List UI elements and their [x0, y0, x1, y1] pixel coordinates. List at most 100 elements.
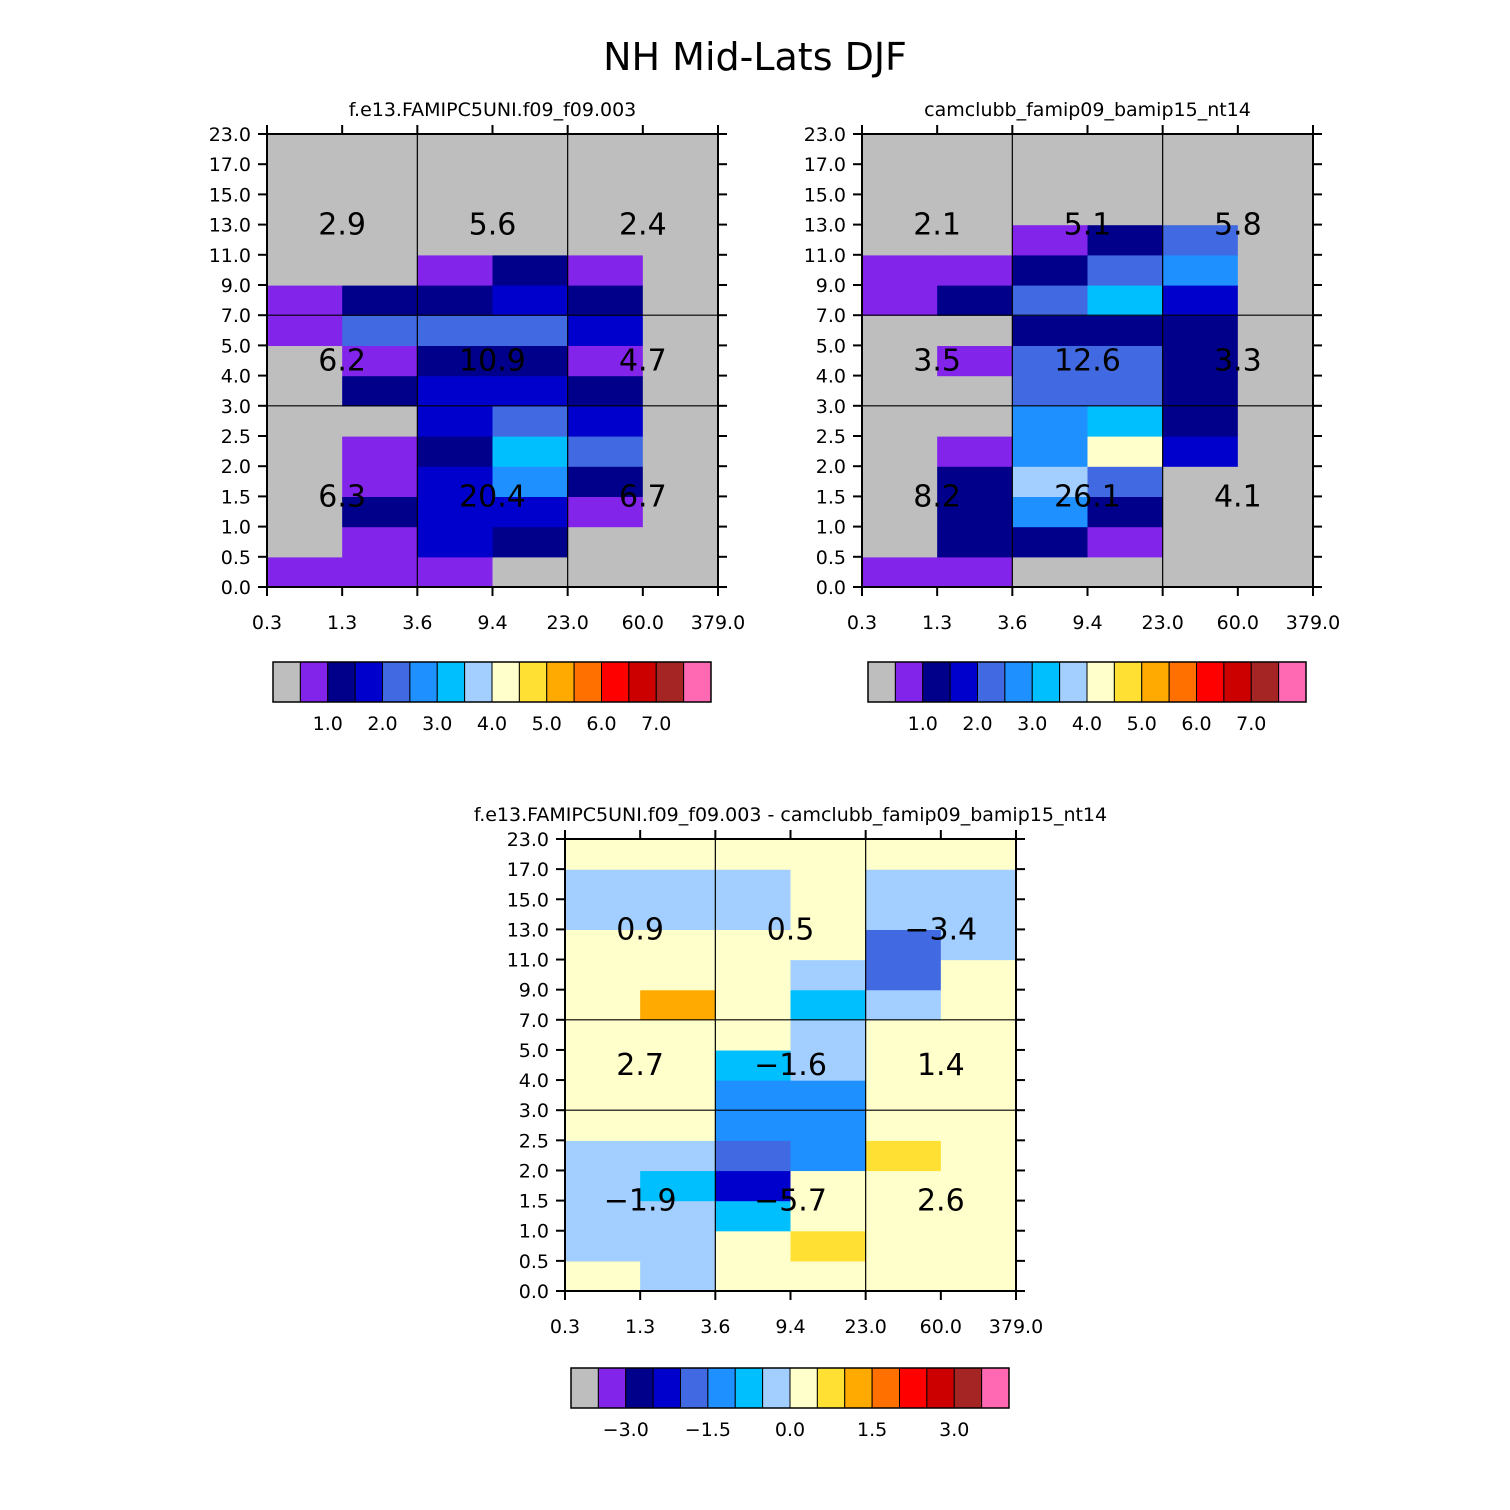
heatmap-cell [940, 1200, 1017, 1232]
heatmap-cell [565, 899, 641, 930]
heatmap-cell [1012, 556, 1089, 588]
colorbar-label: 3.0 [939, 1419, 969, 1441]
x-tick-label: 9.4 [1072, 612, 1102, 634]
heatmap-cell [937, 224, 1013, 256]
heatmap-cell [642, 496, 719, 528]
x-tick-label: 3.6 [402, 612, 432, 634]
heatmap-cell [937, 466, 1013, 497]
heatmap-cell [417, 556, 494, 588]
region-value: −1.6 [754, 1048, 827, 1083]
heatmap-cell [640, 1200, 716, 1232]
heatmap-cell [342, 194, 418, 226]
colorbar-box [1141, 661, 1170, 703]
heatmap-cell [565, 929, 641, 961]
heatmap-cell [565, 1080, 641, 1111]
heatmap-cell [567, 285, 644, 316]
y-tick-label: 4.0 [816, 366, 846, 388]
colorbar-box [1113, 661, 1143, 703]
heatmap-cell [567, 315, 644, 346]
heatmap-cell [862, 345, 938, 377]
heatmap-cell [940, 869, 1017, 900]
region-value: 5.1 [1064, 208, 1112, 243]
heatmap-cell [1237, 285, 1314, 316]
heatmap-cell [267, 194, 343, 226]
heatmap-cell [865, 1110, 942, 1141]
y-tick-label: 0.0 [221, 577, 251, 599]
heatmap-cell [417, 164, 494, 195]
heatmap-cell [492, 436, 569, 467]
colorbar-label: 1.0 [313, 713, 343, 735]
heatmap-cell [1087, 134, 1164, 165]
heatmap-cell [640, 1260, 716, 1292]
heatmap-cell [790, 839, 867, 870]
region-value: −3.4 [904, 912, 977, 947]
heatmap-cell [862, 194, 938, 226]
heatmap-cell [940, 1140, 1017, 1172]
heatmap-cell [1237, 375, 1314, 407]
heatmap-cell [567, 405, 644, 437]
x-tick-label: 23.0 [845, 1316, 887, 1338]
x-tick-label: 0.3 [847, 612, 877, 634]
heatmap-cell [937, 194, 1013, 226]
colorbar-box [844, 1367, 873, 1409]
heatmap-cell [1087, 254, 1164, 286]
heatmap-cell [865, 869, 942, 900]
heatmap-cell [642, 466, 719, 497]
region-value: 26.1 [1054, 479, 1121, 514]
heatmap-cell [1162, 556, 1239, 588]
heatmap-cell [1012, 194, 1089, 226]
colorbar-box [327, 661, 356, 703]
colorbar-frame [570, 1367, 1010, 1409]
x-tick-label: 1.3 [625, 1316, 655, 1338]
heatmap-cell [715, 839, 792, 870]
heatmap-cell [567, 134, 644, 165]
heatmap-cell [565, 839, 641, 870]
x-tick-label: 9.4 [477, 612, 507, 634]
heatmap-cell [937, 345, 1013, 377]
x-tick-label: 379.0 [1286, 612, 1340, 634]
heatmap-cell [790, 1019, 867, 1051]
heatmap-cell [940, 1019, 1017, 1051]
colorbar-box [1059, 661, 1088, 703]
region-value: 5.8 [1214, 208, 1262, 243]
region-value: 2.6 [917, 1184, 965, 1219]
heatmap-cell [790, 1200, 867, 1232]
heatmap-cell [1012, 164, 1089, 195]
heatmap-cell [342, 466, 418, 497]
x-tick-label: 379.0 [691, 612, 745, 634]
heatmap-cell [567, 375, 644, 407]
heatmap-cell [937, 315, 1013, 346]
region-value: 8.2 [913, 479, 961, 514]
colorbar-box [597, 1367, 627, 1409]
heatmap-cell [865, 929, 942, 961]
heatmap-cell [1012, 224, 1089, 256]
x-tick-label: 60.0 [1217, 612, 1259, 634]
colorbar-box [1086, 661, 1115, 703]
heatmap-cell [267, 254, 343, 286]
heatmap-cell [492, 224, 569, 256]
heatmap-cell [865, 1049, 942, 1081]
heatmap-cell [1012, 285, 1089, 316]
heatmap-cell [342, 315, 418, 346]
y-tick-label: 3.0 [519, 1100, 549, 1122]
heatmap-cell [862, 254, 938, 286]
colorbar-box [491, 661, 520, 703]
heatmap-cell [715, 959, 792, 991]
heatmap-cell [267, 134, 343, 165]
heatmap-cell [1012, 134, 1089, 165]
heatmap-cell [417, 526, 494, 558]
y-tick-label: 4.0 [221, 366, 251, 388]
heatmap-cell [342, 254, 418, 286]
heatmap-cell [790, 869, 867, 900]
heatmap-cell [1237, 496, 1314, 528]
heatmap-cell [1087, 315, 1164, 346]
heatmap-cell [1087, 466, 1164, 497]
heatmap-cell [790, 989, 867, 1021]
heatmap-cell [1237, 556, 1314, 588]
heatmap-cell [267, 164, 343, 195]
heatmap-cell [715, 1019, 792, 1051]
heatmap-cell [1162, 254, 1239, 286]
heatmap-cell [640, 989, 716, 1021]
y-tick-label: 7.0 [221, 305, 251, 327]
heatmap-cell [642, 436, 719, 467]
